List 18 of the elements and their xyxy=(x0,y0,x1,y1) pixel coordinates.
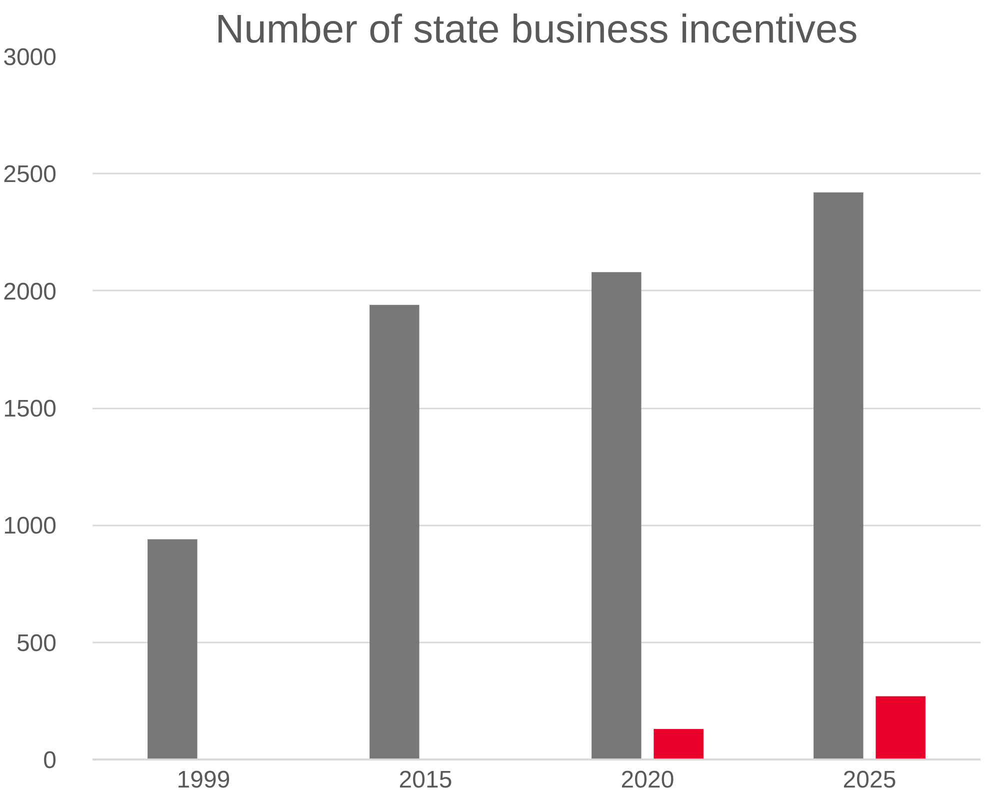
bar xyxy=(148,539,198,760)
bar xyxy=(592,272,642,760)
y-tick-label: 1500 xyxy=(3,396,56,422)
bar xyxy=(814,192,864,760)
y-tick-label: 2500 xyxy=(3,161,56,188)
y-tick-label: 3000 xyxy=(3,44,56,71)
x-tick-label: 1999 xyxy=(176,766,230,794)
y-tick-label: 0 xyxy=(43,747,57,774)
chart-title: Number of state business incentives xyxy=(215,8,858,52)
y-tick-label: 500 xyxy=(16,630,57,657)
y-tick-label: 2000 xyxy=(3,278,56,306)
x-tick-label: 2015 xyxy=(398,766,452,794)
y-tick-label: 1000 xyxy=(3,512,56,540)
x-tick-label: 2020 xyxy=(620,766,674,794)
bar xyxy=(654,729,704,760)
bar xyxy=(876,696,926,760)
x-tick-label: 2025 xyxy=(842,766,896,794)
bar xyxy=(370,304,420,760)
